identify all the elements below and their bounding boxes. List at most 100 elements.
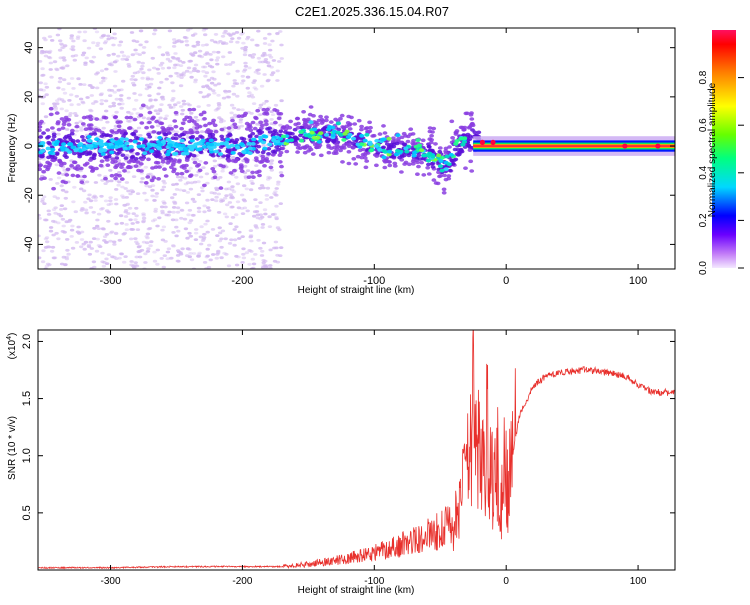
spectrogram-cell (86, 46, 92, 50)
spectrogram-cell (180, 151, 187, 156)
spectrogram-cell (194, 130, 200, 135)
spectrogram-cell (185, 181, 191, 185)
spectrogram-cell (138, 162, 144, 166)
spectrogram-cell (203, 222, 208, 226)
spectrogram-cell (155, 161, 161, 165)
spectrogram-cell (227, 201, 233, 204)
spectrogram-cell (45, 262, 51, 266)
spectrogram-cell (242, 206, 248, 210)
spectrogram-cell (173, 124, 179, 129)
spectrogram-cell (276, 180, 281, 184)
spectrogram-cell (69, 36, 74, 40)
spectrogram-cell (183, 176, 188, 180)
spectrogram-cell (208, 53, 213, 56)
spectrogram-cell (71, 160, 77, 164)
spectrogram-cell (447, 145, 452, 149)
spectrogram-cell (42, 36, 47, 40)
spectrogram-cell (161, 265, 166, 269)
spectrogram-cell (208, 142, 214, 147)
spectrogram-cell (278, 171, 284, 174)
spectrogram-cell (274, 109, 280, 113)
spectrogram-cell (250, 38, 255, 42)
spectrogram-cell (263, 119, 269, 123)
spectrogram-cell (69, 93, 74, 97)
spectrogram-cell (250, 170, 256, 175)
spectrogram-cell (134, 40, 140, 43)
spectrogram-cell (129, 148, 135, 152)
spectrogram-cell (51, 186, 56, 191)
spectrogram-cell (149, 240, 154, 244)
spectrogram-cell (277, 137, 283, 141)
spectrogram-cell (217, 156, 222, 160)
spectrogram-cell (50, 158, 55, 162)
spectrogram-cell (450, 161, 456, 166)
spectrogram-cell (188, 166, 193, 170)
spectrogram-cell (267, 43, 272, 47)
spectrogram-cell (38, 217, 42, 220)
spectrogram-cell (410, 141, 416, 145)
spectrogram-cell (53, 108, 58, 111)
spectrogram-cell (82, 174, 87, 179)
spectrogram-cell (239, 114, 245, 118)
spectrogram-cell (91, 102, 96, 105)
spectrogram-cell (71, 200, 76, 204)
spectrogram-cell (246, 35, 251, 39)
spectrogram-cell (273, 190, 278, 194)
spectrogram-cell (87, 84, 93, 87)
spectrogram-cell (78, 166, 84, 171)
spectrogram-cell (359, 127, 364, 132)
spectrogram-cell (165, 152, 171, 157)
spectrogram-cell (232, 168, 237, 173)
spectrogram-cell (187, 103, 192, 107)
spectrogram-cell (47, 150, 54, 155)
spectrogram-cell (157, 142, 163, 147)
spectrogram-cell (94, 72, 99, 76)
spectrogram-cell (139, 180, 144, 184)
spectrogram-cell (212, 91, 217, 95)
spectrogram-cell (258, 113, 263, 116)
spectrogram-cell (119, 130, 125, 135)
spectrogram-cell (171, 89, 176, 93)
spectrogram-cell (84, 56, 89, 60)
spectrogram-cell (132, 266, 137, 269)
spectrogram-cell (98, 118, 104, 122)
spectrogram-cell (159, 205, 165, 209)
spectrogram-cell (201, 28, 207, 32)
spectrogram-cell (140, 61, 145, 65)
spectrogram-cell (228, 171, 234, 175)
spectrogram-cell (316, 118, 322, 123)
spectrogram-cell (224, 187, 229, 191)
spectrogram-cell (229, 148, 235, 152)
spectrogram-cell (67, 114, 72, 118)
spectrogram-cell (165, 257, 170, 261)
spectrogram-cell (216, 82, 222, 86)
spectrogram-cell (131, 81, 136, 85)
spectrogram-cell (256, 238, 261, 242)
spectrogram-cell (202, 261, 208, 264)
spectrogram-cell (158, 121, 164, 125)
spectrogram-cell (109, 145, 116, 150)
spectrogram-cell (38, 164, 43, 168)
spectrogram-cell (225, 95, 230, 99)
spectrogram-cell (123, 215, 129, 218)
spectrogram-scatter (38, 28, 482, 269)
spectrogram-cell (126, 63, 131, 66)
spectrogram-y-tick-label: 20 (23, 91, 35, 103)
spectrogram-cell (399, 154, 405, 159)
spectrogram-cell (141, 219, 146, 223)
spectrogram-cell (191, 69, 197, 73)
spectrogram-cell (239, 142, 245, 146)
spectrogram-cell (134, 98, 139, 102)
spectrogram-cell (190, 213, 196, 217)
snr-x-ticks: -300 -200 -100 0 100 (101, 330, 647, 587)
spectrogram-cell (406, 162, 412, 167)
spectrogram-cell (226, 145, 232, 149)
spectrogram-cell (160, 97, 166, 101)
spectrogram-cell (241, 137, 247, 141)
spectrogram-cell (230, 205, 235, 209)
spectrogram-cell (46, 55, 52, 59)
spectrogram-cell (251, 81, 256, 84)
spectrogram-cell (193, 51, 198, 55)
spectrogram-cell (279, 246, 284, 250)
spectrogram-cell (157, 45, 162, 49)
